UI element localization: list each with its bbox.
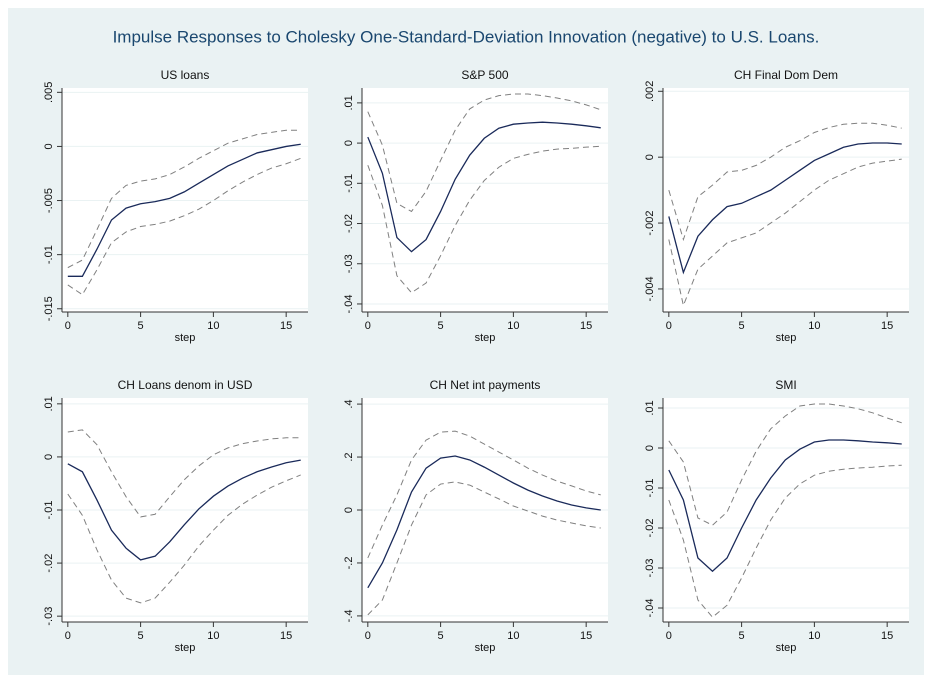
y-tick-label: .01 (644, 400, 656, 415)
x-tick-label: 15 (580, 630, 592, 642)
x-axis-label: step (175, 332, 196, 344)
y-tick-label: -.015 (43, 296, 55, 321)
y-tick-label: 0 (343, 140, 355, 146)
y-tick-label: -.03 (644, 559, 656, 578)
y-tick-label: .002 (644, 81, 656, 102)
confidence-band-line (668, 464, 902, 618)
x-tick-label: 0 (65, 630, 71, 642)
x-axis-label: step (175, 642, 196, 654)
y-tick-label: .4 (343, 399, 355, 408)
y-tick-label: .01 (343, 95, 355, 110)
plot-area (362, 88, 608, 312)
chart-title: CH Final Dom Dem (734, 68, 838, 82)
confidence-band-line (668, 403, 902, 526)
plot-area (663, 88, 909, 312)
plot-area (62, 88, 308, 312)
x-tick-label: 10 (207, 320, 219, 332)
confidence-band-line (67, 157, 301, 296)
x-axis-label: step (475, 642, 496, 654)
impulse-response-line (367, 455, 601, 589)
impulse-response-line (367, 121, 601, 253)
x-tick-label: 0 (365, 630, 371, 642)
chart-title: CH Loans denom in USD (118, 378, 253, 392)
y-tick-label: -.01 (644, 479, 656, 498)
x-tick-label: 10 (207, 630, 219, 642)
x-tick-label: 15 (280, 630, 292, 642)
impulse-response-line (67, 459, 301, 561)
y-tick-label: .005 (43, 82, 55, 103)
figure-title: Impulse Responses to Cholesky One-Standa… (113, 27, 820, 46)
y-tick-label: -.04 (644, 599, 656, 618)
x-tick-label: 10 (808, 630, 820, 642)
confidence-band-line (668, 122, 902, 242)
x-axis-label: step (776, 642, 797, 654)
x-tick-label: 0 (666, 630, 672, 642)
confidence-band-line (367, 481, 601, 616)
y-tick-label: .2 (343, 452, 355, 461)
impulse-response-line (668, 142, 902, 275)
x-tick-label: 5 (739, 630, 745, 642)
y-tick-label: -.02 (343, 214, 355, 233)
x-tick-label: 5 (438, 320, 444, 332)
x-tick-label: 5 (138, 320, 144, 332)
y-tick-label: 0 (343, 507, 355, 513)
y-tick-label: 0 (43, 454, 55, 460)
chart-title: CH Net int payments (430, 378, 541, 392)
y-tick-label: -.01 (43, 245, 55, 264)
confidence-band-line (367, 145, 601, 294)
x-tick-label: 10 (808, 320, 820, 332)
x-tick-label: 0 (65, 320, 71, 332)
chart-title: US loans (161, 68, 210, 82)
confidence-band-line (367, 430, 601, 559)
chart-title: S&P 500 (461, 68, 508, 82)
impulse-response-line (668, 439, 902, 573)
x-tick-label: 0 (666, 320, 672, 332)
y-tick-label: -.03 (43, 607, 55, 626)
confidence-band-line (67, 474, 301, 604)
y-tick-label: -.02 (644, 519, 656, 538)
chart-title: SMI (775, 378, 796, 392)
x-tick-label: 15 (580, 320, 592, 332)
confidence-band-line (67, 129, 301, 269)
x-tick-label: 15 (881, 630, 893, 642)
y-tick-label: .01 (43, 396, 55, 411)
y-tick-label: 0 (43, 143, 55, 149)
y-tick-label: 0 (644, 445, 656, 451)
plot-area (663, 398, 909, 622)
x-tick-label: 5 (138, 630, 144, 642)
x-axis-label: step (475, 332, 496, 344)
x-axis-label: step (776, 332, 797, 344)
x-tick-label: 10 (507, 630, 519, 642)
y-tick-label: -.04 (343, 294, 355, 313)
y-tick-label: -.005 (43, 188, 55, 213)
y-tick-label: -.03 (343, 254, 355, 273)
y-tick-label: -.4 (343, 609, 355, 622)
y-tick-label: -.02 (43, 554, 55, 573)
x-tick-label: 0 (365, 320, 371, 332)
x-tick-label: 5 (438, 630, 444, 642)
x-tick-label: 10 (507, 320, 519, 332)
y-tick-label: -.2 (343, 557, 355, 570)
y-tick-label: -.01 (343, 174, 355, 193)
y-tick-label: 0 (644, 154, 656, 160)
x-tick-label: 15 (881, 320, 893, 332)
y-tick-label: -.01 (43, 501, 55, 520)
confidence-band-line (668, 158, 902, 308)
y-tick-label: -.004 (644, 276, 656, 301)
y-tick-label: -.002 (644, 211, 656, 236)
x-tick-label: 15 (280, 320, 292, 332)
impulse-response-line (67, 143, 301, 277)
x-tick-label: 5 (739, 320, 745, 332)
